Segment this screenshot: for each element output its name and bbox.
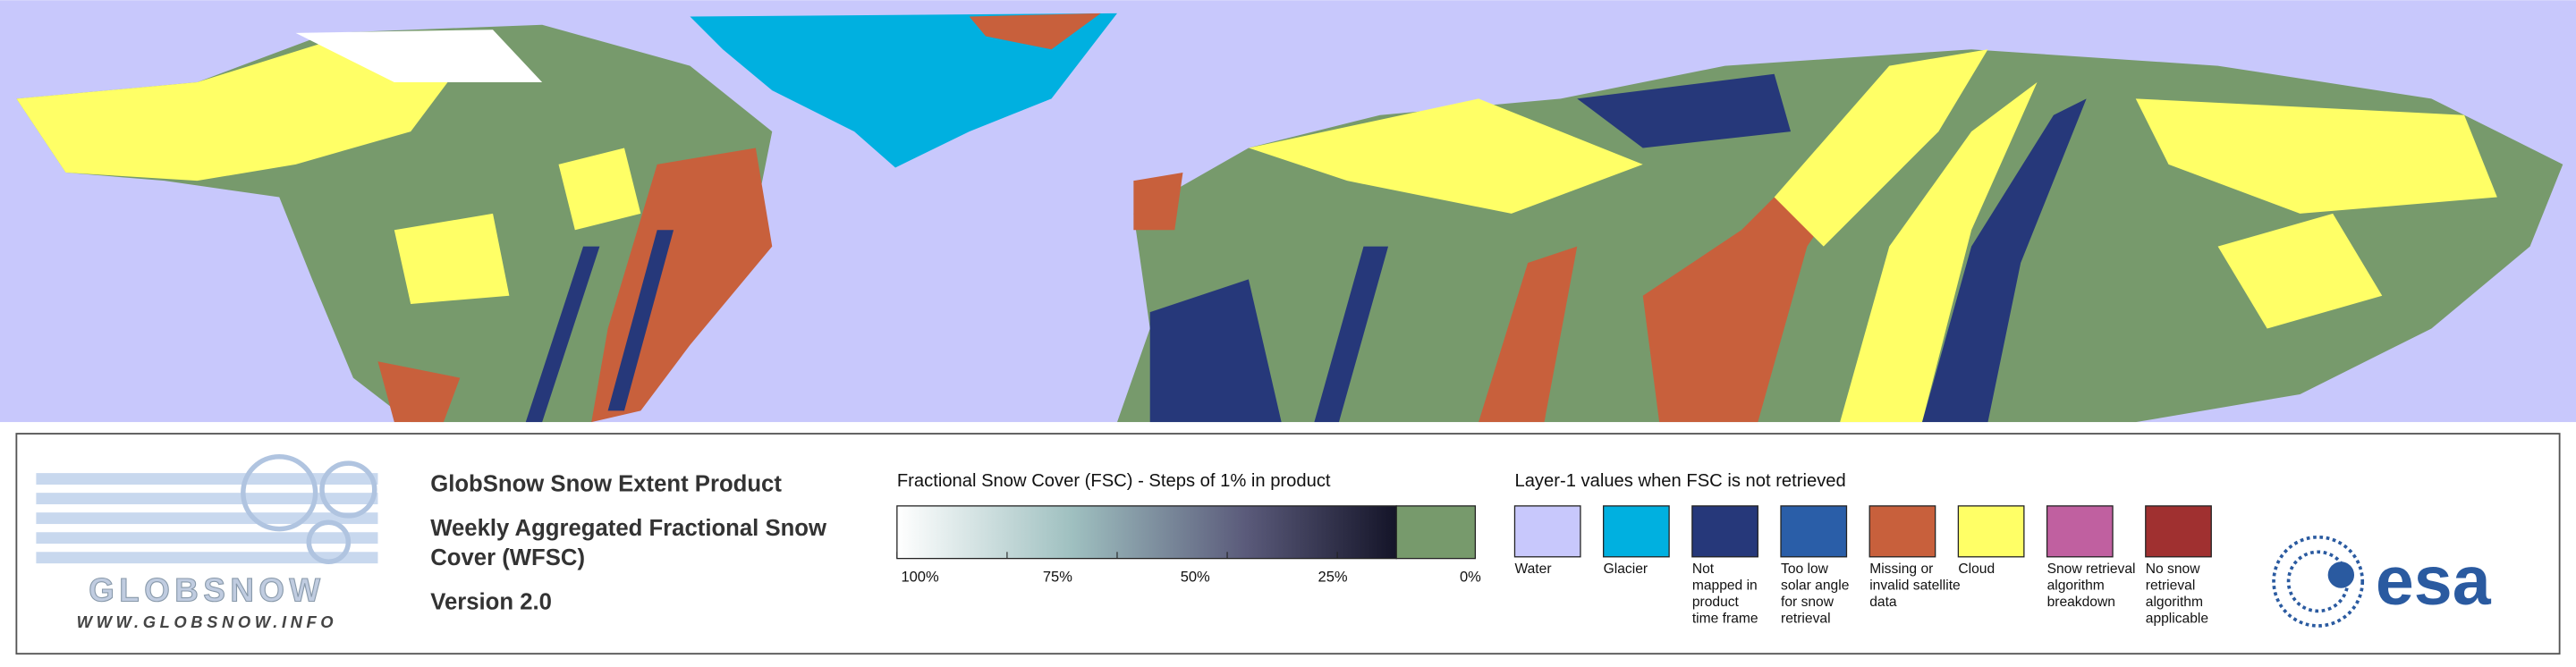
product-subtitle: Weekly Aggregated Fractional Snow Cover (…: [430, 516, 827, 570]
legend-swatch: [2046, 505, 2114, 558]
legend-label: algorithm: [2047, 578, 2105, 594]
legend-swatch: [1868, 505, 1936, 558]
fsc-tick-label: 100%: [901, 568, 939, 585]
legend-label: data: [1869, 595, 1897, 610]
esa-text: esa: [2376, 543, 2492, 620]
legend-label: Glacier: [1604, 561, 1648, 577]
fsc-tick-label: 25%: [1318, 568, 1348, 585]
legend-label: invalid satellite: [1869, 578, 1961, 594]
logo-name: GLOBSNOW: [89, 571, 325, 608]
subtitle-line: Cover (WFSC): [430, 545, 585, 570]
legend-label: mapped in: [1692, 578, 1758, 594]
fsc-tick-label: 75%: [1043, 568, 1072, 585]
legend-swatch: [1780, 505, 1848, 558]
subtitle-line: Weekly Aggregated Fractional Snow: [430, 516, 827, 541]
fsc-title: Fractional Snow Cover (FSC) - Steps of 1…: [897, 471, 1331, 491]
legend-label: No snow: [2146, 561, 2200, 577]
legend-label: Too low: [1781, 561, 1829, 577]
legend-label: time frame: [1692, 611, 1758, 626]
legend-label: Missing or: [1869, 561, 1933, 577]
legend-label: product: [1692, 595, 1740, 610]
legend-swatch: [1957, 505, 2025, 558]
legend-swatch: [1603, 505, 1670, 558]
globsnow-logo: GLOBSNOW WWW.GLOBSNOW.INFO: [36, 453, 378, 631]
layer1-title: Layer-1 values when FSC is not retrieved: [1514, 471, 1845, 491]
fsc-no-snow: [1395, 505, 1477, 560]
legend-label: Snow retrieval: [2047, 561, 2136, 577]
product-title: GlobSnow Snow Extent Product: [430, 471, 782, 496]
legend-label: Cloud: [1958, 561, 1995, 577]
legend-label: applicable: [2146, 611, 2208, 626]
fsc-gradient: [896, 505, 1397, 560]
legend-label: algorithm: [2146, 595, 2203, 610]
logo-url: WWW.GLOBSNOW.INFO: [77, 612, 338, 631]
legend-swatch: [1691, 505, 1758, 558]
legend-label: Water: [1514, 561, 1551, 577]
fsc-tick-label: 0%: [1460, 568, 1481, 585]
legend-label: breakdown: [2047, 595, 2115, 610]
legend-label: retrieval: [1781, 611, 1831, 626]
legend-label: solar angle: [1781, 578, 1849, 594]
product-version: Version 2.0: [430, 590, 552, 615]
legend-label: for snow: [1781, 595, 1835, 610]
fsc-tick-label: 50%: [1181, 568, 1210, 585]
legend-label: retrieval: [2146, 578, 2196, 594]
fsc-ticks: 100% 75% 50% 25% 0%: [896, 552, 1481, 585]
legend-swatch: [2145, 505, 2212, 558]
legend-label: Not: [1692, 561, 1715, 577]
esa-logo: esa: [2272, 535, 2492, 628]
legend-swatch: [1513, 505, 1581, 558]
map: [0, 0, 2576, 423]
